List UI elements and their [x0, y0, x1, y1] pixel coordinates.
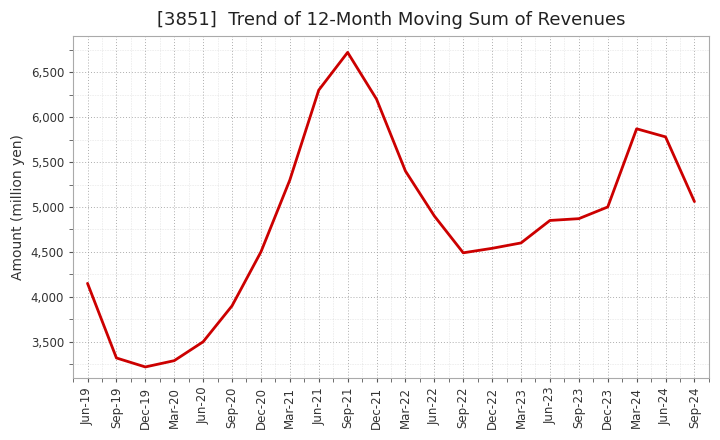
Y-axis label: Amount (million yen): Amount (million yen)	[11, 134, 25, 280]
Title: [3851]  Trend of 12-Month Moving Sum of Revenues: [3851] Trend of 12-Month Moving Sum of R…	[157, 11, 625, 29]
